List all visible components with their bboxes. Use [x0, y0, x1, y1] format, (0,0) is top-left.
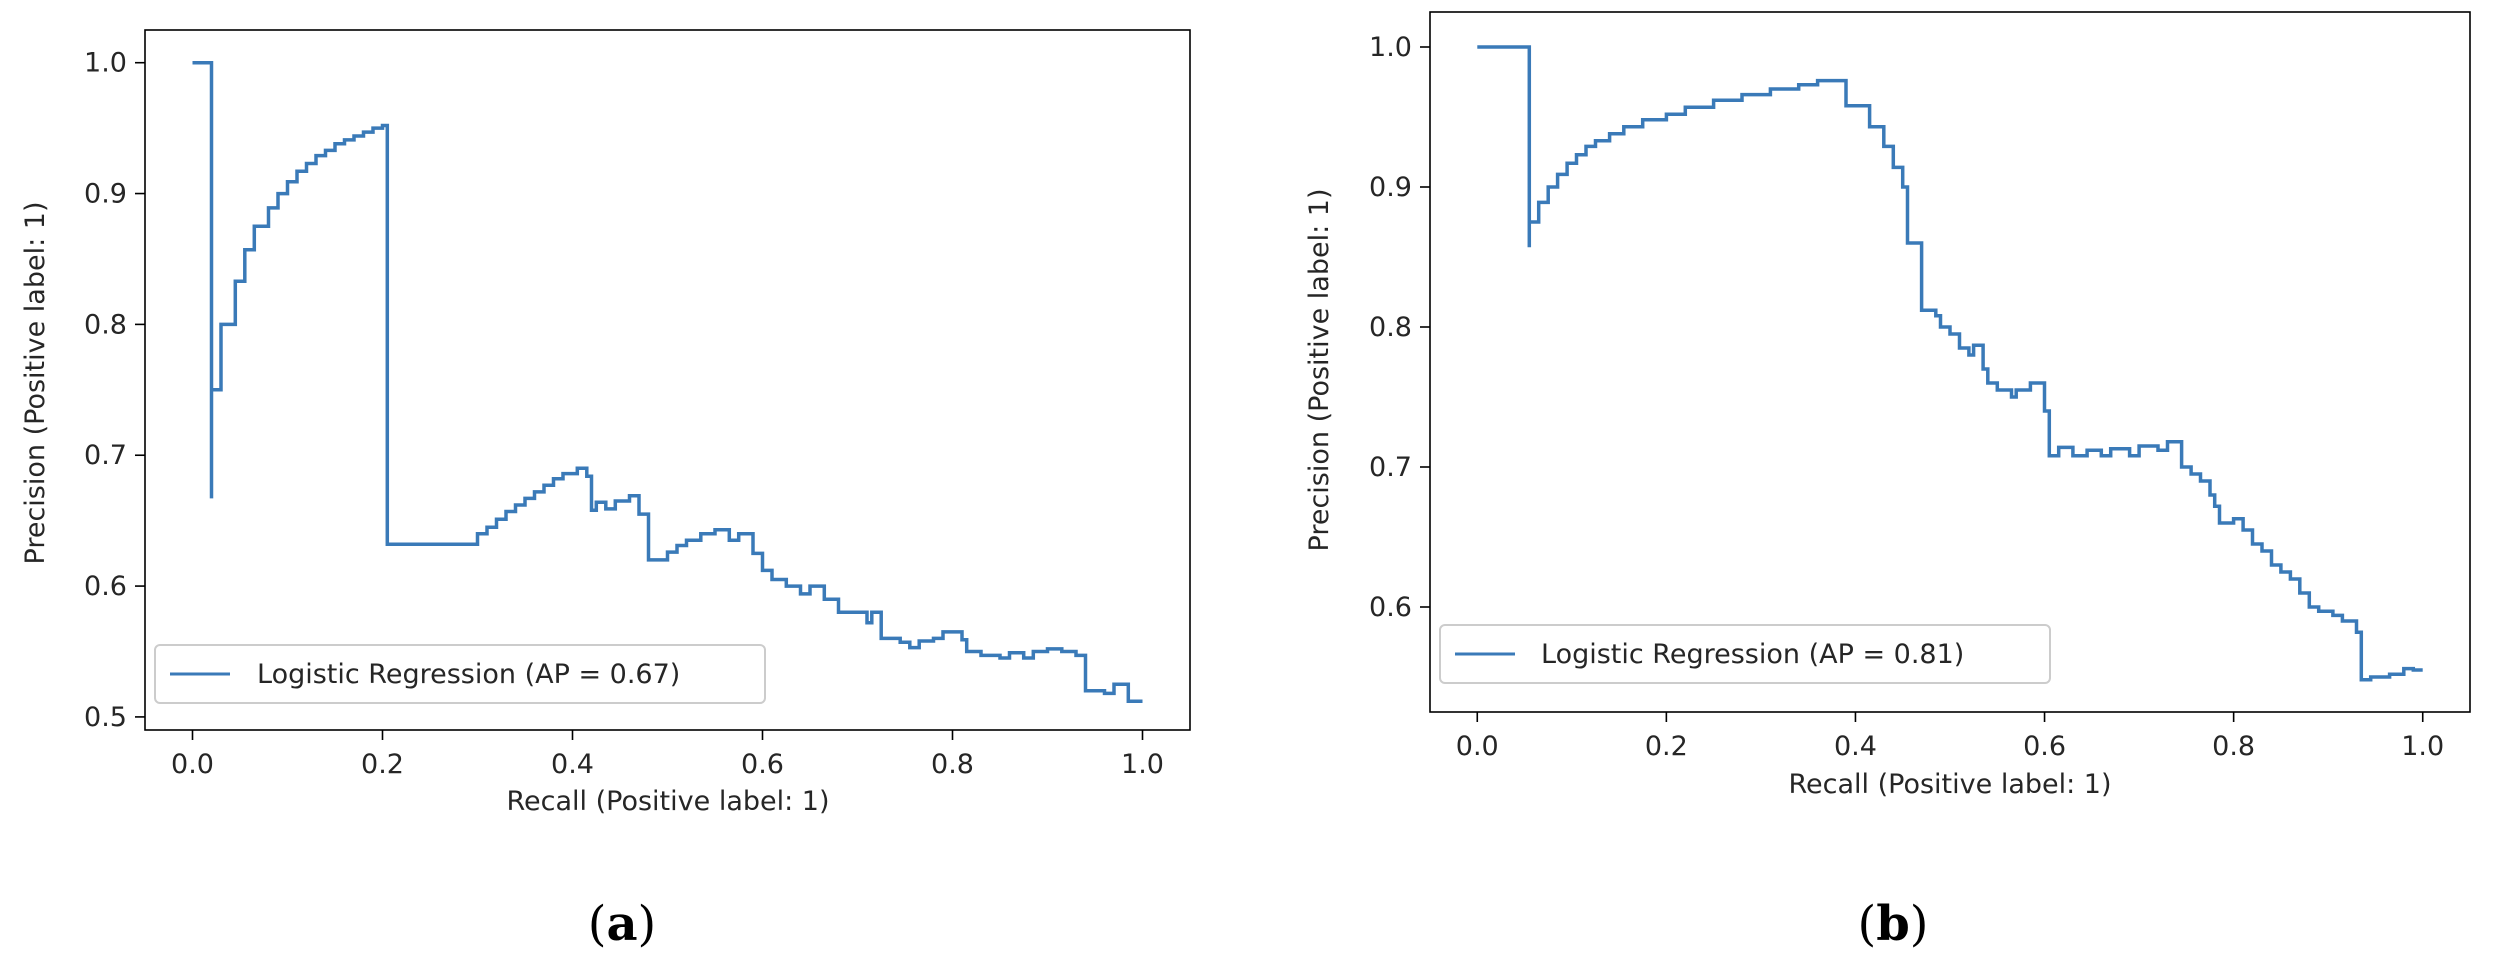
panel-a-ytick-label: 0.6: [84, 571, 127, 602]
panel-a-ytick-label: 0.5: [84, 702, 127, 733]
panel-a-xlabel: Recall (Positive label: 1): [506, 786, 829, 817]
panel-b-ytick-label: 1.0: [1369, 32, 1412, 63]
panel-b-plot: 0.0 0.2 0.4 0.6 0.8 1.0 0.6 0.7 0.8 0.9 1.0: [1369, 11, 2471, 762]
panel-b-legend-frame: [1439, 624, 2051, 684]
panel-b-xtick-label: 0.6: [2023, 731, 2066, 762]
panel-b-ytick-label: 0.7: [1369, 452, 1412, 483]
panel-b: 0.0 0.2 0.4 0.6 0.8 1.0 0.6 0.7 0.8 0.9 1.0 Recall…: [1304, 11, 2471, 952]
panel-b-caption-letter: b: [1876, 896, 1910, 952]
panel-b-caption: (b): [1857, 896, 1928, 952]
panel-b-xtick-label: 0.4: [1834, 731, 1877, 762]
panel-a-ytick-label: 0.9: [84, 179, 127, 210]
panel-a-caption-letter: a: [606, 896, 637, 952]
panel-a-series-line: [192, 60, 1143, 703]
panel-a-legend: Logistic Regression (AP = 0.67): [154, 644, 766, 704]
panel-a-axes-frame: [144, 29, 1191, 731]
panel-a-plot: 0.0 0.2 0.4 0.6 0.8 1.0 0.5 0.6 0.7 0.8 0.9 1.0: [84, 29, 1191, 780]
panel-a-xtick-label: 0.0: [171, 749, 214, 780]
panel-a-ytick-label: 1.0: [84, 48, 127, 79]
panel-b-axes-frame: [1429, 11, 2471, 713]
panel-b-ylabel: Precision (Positive label: 1): [1304, 189, 1335, 552]
panel-b-ytick-label: 0.9: [1369, 172, 1412, 203]
panel-b-ytick-label: 0.8: [1369, 312, 1412, 343]
panel-b-xtick-label: 0.0: [1456, 731, 1499, 762]
panel-b-legend-label: Logistic Regression (AP = 0.81): [1541, 639, 1964, 670]
panel-a: 0.0 0.2 0.4 0.6 0.8 1.0 0.5 0.6 0.7 0.8 0.9 1.0 Rec…: [20, 29, 1191, 952]
panel-a-xtick-label: 0.4: [551, 749, 594, 780]
panel-b-legend: Logistic Regression (AP = 0.81): [1439, 624, 2051, 684]
panel-a-xtick-label: 1.0: [1121, 749, 1164, 780]
panel-a-xtick-label: 0.8: [931, 749, 974, 780]
panel-b-xlabel: Recall (Positive label: 1): [1788, 769, 2111, 800]
panel-b-xtick-label: 0.8: [2212, 731, 2255, 762]
panel-a-legend-label: Logistic Regression (AP = 0.67): [257, 659, 680, 690]
panel-a-legend-frame: [154, 644, 766, 704]
panel-a-xtick-label: 0.6: [741, 749, 784, 780]
panel-a-ylabel: Precision (Positive label: 1): [20, 202, 51, 565]
panel-b-xtick-label: 0.2: [1645, 731, 1688, 762]
panel-a-caption: (a): [588, 896, 657, 952]
panel-a-xtick-label: 0.2: [361, 749, 404, 780]
panel-b-xtick-label: 1.0: [2401, 731, 2444, 762]
panel-b-ytick-label: 0.6: [1369, 592, 1412, 623]
panel-a-ytick-label: 0.8: [84, 309, 127, 340]
panel-b-series-line: [1477, 45, 2423, 682]
panel-a-ytick-label: 0.7: [84, 440, 127, 471]
